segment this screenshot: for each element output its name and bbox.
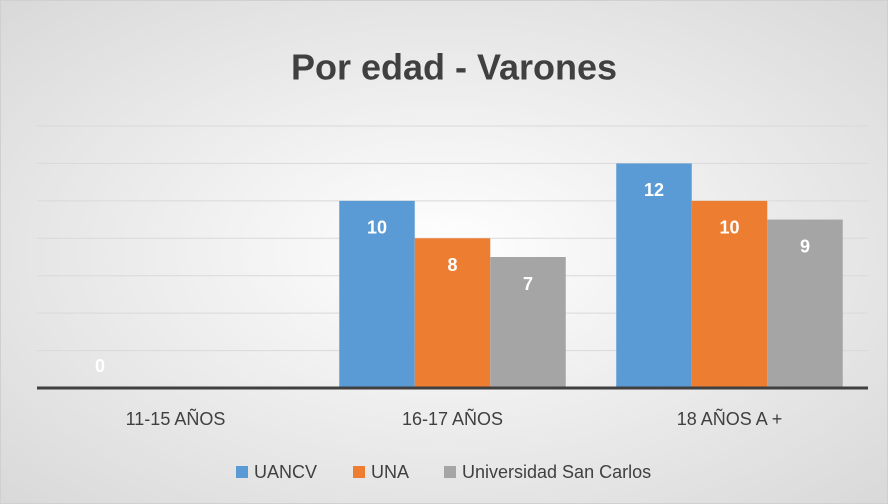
legend-swatch <box>444 466 456 478</box>
data-label: 7 <box>523 274 533 294</box>
x-tick-label: 18 AÑOS A + <box>677 408 783 429</box>
data-label: 8 <box>447 255 457 275</box>
x-tick-label: 16-17 AÑOS <box>402 408 503 429</box>
bar <box>616 163 692 388</box>
legend-label: UNA <box>371 462 409 482</box>
bar <box>490 257 566 388</box>
legend-label: UANCV <box>254 462 317 482</box>
bar <box>339 200 415 388</box>
data-label: 12 <box>644 180 664 200</box>
legend-swatch <box>353 466 365 478</box>
x-tick-label: 11-15 AÑOS <box>126 408 226 429</box>
data-label: 9 <box>800 236 810 256</box>
bar <box>691 200 768 388</box>
legend-swatch <box>236 466 248 478</box>
data-label: 10 <box>719 218 739 238</box>
bar <box>414 238 491 388</box>
data-label: 10 <box>367 218 387 238</box>
data-label: 0 <box>95 356 105 376</box>
chart-title: Por edad - Varones <box>291 47 617 88</box>
legend-label: Universidad San Carlos <box>462 462 651 482</box>
bar <box>767 219 843 388</box>
